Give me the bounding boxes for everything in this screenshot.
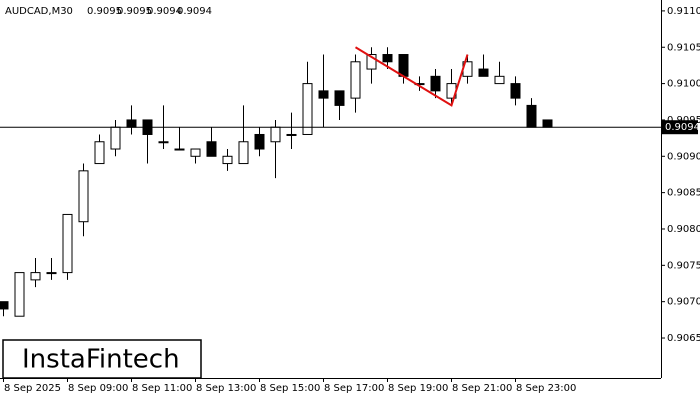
current-price-box — [662, 120, 698, 135]
candle-body — [14, 272, 25, 317]
y-tick-label: 0.9110 — [667, 6, 700, 17]
candle-body — [366, 54, 377, 70]
y-tick-label: 0.9105 — [667, 42, 700, 53]
candle-body — [254, 133, 265, 150]
x-tick-label: 8 Sep 19:00 — [388, 383, 448, 394]
candle-body — [158, 141, 169, 144]
current-price-label: 0.9094 — [665, 122, 700, 133]
watermark: InstaFintech — [22, 345, 180, 375]
candle-body — [270, 126, 281, 143]
candle-body — [398, 54, 409, 77]
candle-body — [542, 119, 553, 128]
x-tick-label: 8 Sep 09:00 — [68, 383, 128, 394]
candle-body — [0, 301, 9, 310]
candle-body — [382, 54, 393, 63]
candle-body — [350, 61, 361, 99]
chart-title: AUDCAD,M30 — [5, 6, 73, 17]
candle-body — [222, 155, 233, 165]
candle-body — [78, 170, 89, 223]
candle-body — [334, 90, 345, 106]
candle-body — [190, 148, 201, 157]
x-tick-label: 8 Sep 2025 — [4, 383, 61, 394]
x-tick-label: 8 Sep 21:00 — [452, 383, 512, 394]
watermark-box — [2, 339, 202, 379]
y-tick-label: 0.9070 — [667, 297, 700, 308]
x-tick-label: 8 Sep 17:00 — [324, 383, 384, 394]
pattern-line — [354, 46, 469, 107]
candle-body — [46, 272, 57, 275]
candle-body — [318, 90, 329, 99]
ohlc-value: 0.9094 — [177, 6, 212, 17]
x-tick-label: 8 Sep 23:00 — [516, 383, 576, 394]
y-tick-label: 0.9100 — [667, 79, 700, 90]
candle-body — [510, 83, 521, 99]
x-tick-label: 8 Sep 11:00 — [132, 383, 192, 394]
candle-body — [238, 141, 249, 165]
candle-body — [94, 141, 105, 165]
y-tick-label: 0.9085 — [667, 188, 700, 199]
ohlc-value: 0.9094 — [147, 6, 182, 17]
candle-body — [62, 213, 73, 274]
x-tick-label: 8 Sep 13:00 — [196, 383, 256, 394]
ohlc-value: 0.9095 — [117, 6, 152, 17]
candle-body — [430, 75, 441, 92]
candle-body — [286, 133, 297, 136]
y-tick-label: 0.9080 — [667, 224, 700, 235]
candle-body — [494, 75, 505, 85]
y-tick-label: 0.9065 — [667, 333, 700, 344]
ohlc-value: 0.9095 — [87, 6, 122, 17]
candle-body — [110, 126, 121, 150]
candle-body — [526, 104, 537, 128]
candle-body — [174, 148, 185, 151]
candle-body — [206, 141, 217, 157]
y-tick-label: 0.9075 — [667, 260, 700, 271]
x-tick-label: 8 Sep 15:00 — [260, 383, 320, 394]
candle-body — [302, 83, 313, 135]
y-tick-label: 0.9090 — [667, 151, 700, 162]
candle-body — [478, 68, 489, 77]
candle-body — [30, 272, 41, 281]
candle-body — [126, 119, 137, 128]
